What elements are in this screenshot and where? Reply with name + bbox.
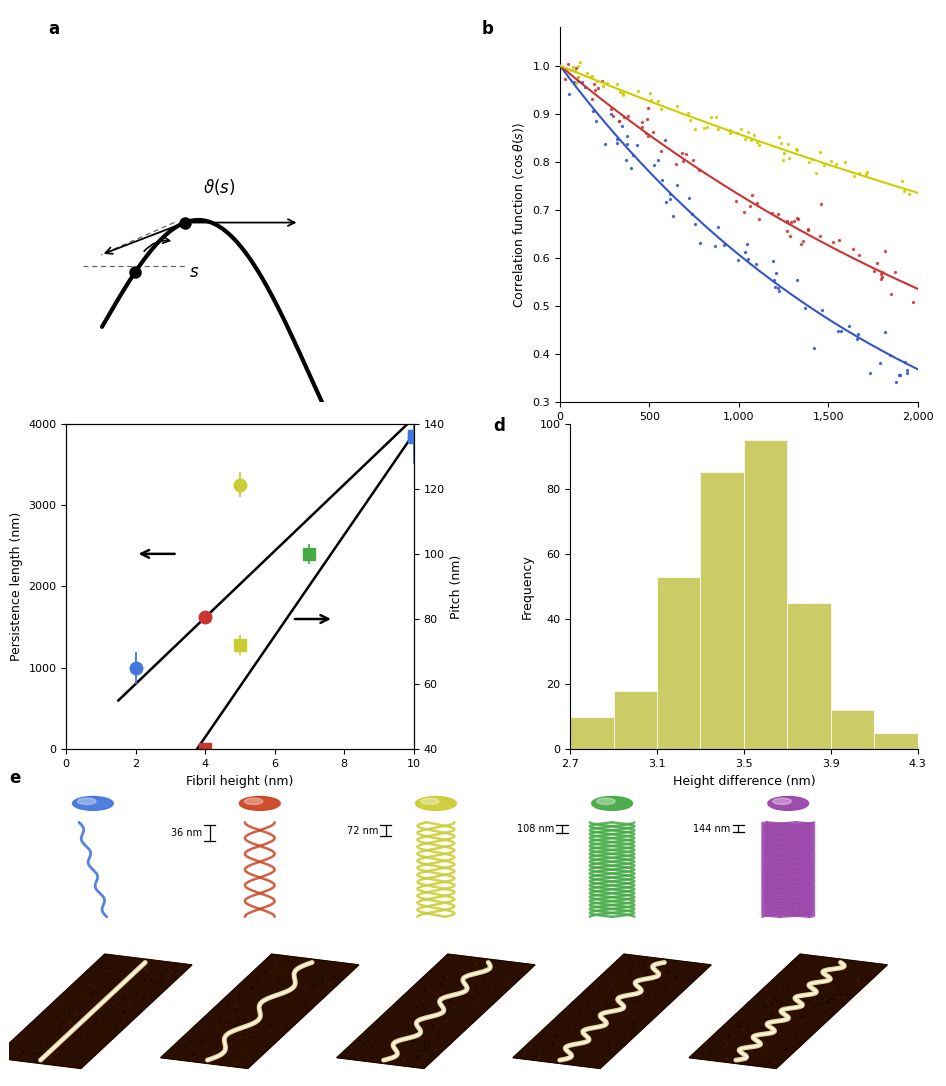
Text: $\vartheta(s)$: $\vartheta(s)$ (202, 177, 236, 197)
Bar (831, 710, 874, 749)
Y-axis label: Pitch (nm): Pitch (nm) (450, 554, 464, 619)
Circle shape (244, 798, 263, 805)
Polygon shape (161, 955, 359, 1069)
Y-axis label: Frequency: Frequency (521, 554, 534, 619)
Circle shape (415, 796, 456, 810)
Text: b: b (482, 20, 493, 38)
Bar (570, 717, 614, 749)
Text: 144 nm: 144 nm (693, 823, 730, 834)
Bar (744, 440, 787, 749)
Text: $s$: $s$ (188, 263, 199, 281)
X-axis label: Fibril height (nm): Fibril height (nm) (186, 774, 293, 787)
Polygon shape (337, 955, 535, 1069)
Polygon shape (689, 955, 887, 1069)
Circle shape (597, 798, 615, 805)
Text: e: e (9, 769, 21, 786)
Text: a: a (48, 20, 60, 38)
Y-axis label: Persistence length (nm): Persistence length (nm) (9, 512, 23, 661)
X-axis label: Contour length (nm): Contour length (nm) (675, 427, 802, 440)
Circle shape (421, 798, 439, 805)
Text: d: d (494, 417, 505, 435)
Y-axis label: Correlation function $\langle\cos\theta(s)\rangle$: Correlation function $\langle\cos\theta(… (512, 122, 527, 307)
Bar (787, 603, 831, 749)
Circle shape (768, 796, 809, 810)
Circle shape (591, 796, 633, 810)
Bar (614, 691, 657, 749)
Text: 108 nm: 108 nm (517, 824, 554, 834)
Bar (874, 733, 918, 749)
Circle shape (78, 798, 96, 805)
Circle shape (73, 796, 114, 810)
X-axis label: Height difference (nm): Height difference (nm) (673, 774, 815, 787)
Polygon shape (513, 955, 711, 1069)
Text: 36 nm: 36 nm (171, 829, 202, 838)
Text: 72 nm: 72 nm (347, 825, 378, 836)
Bar (657, 577, 700, 749)
Polygon shape (0, 955, 192, 1069)
Circle shape (239, 796, 280, 810)
Circle shape (773, 798, 791, 805)
Bar (700, 472, 744, 749)
